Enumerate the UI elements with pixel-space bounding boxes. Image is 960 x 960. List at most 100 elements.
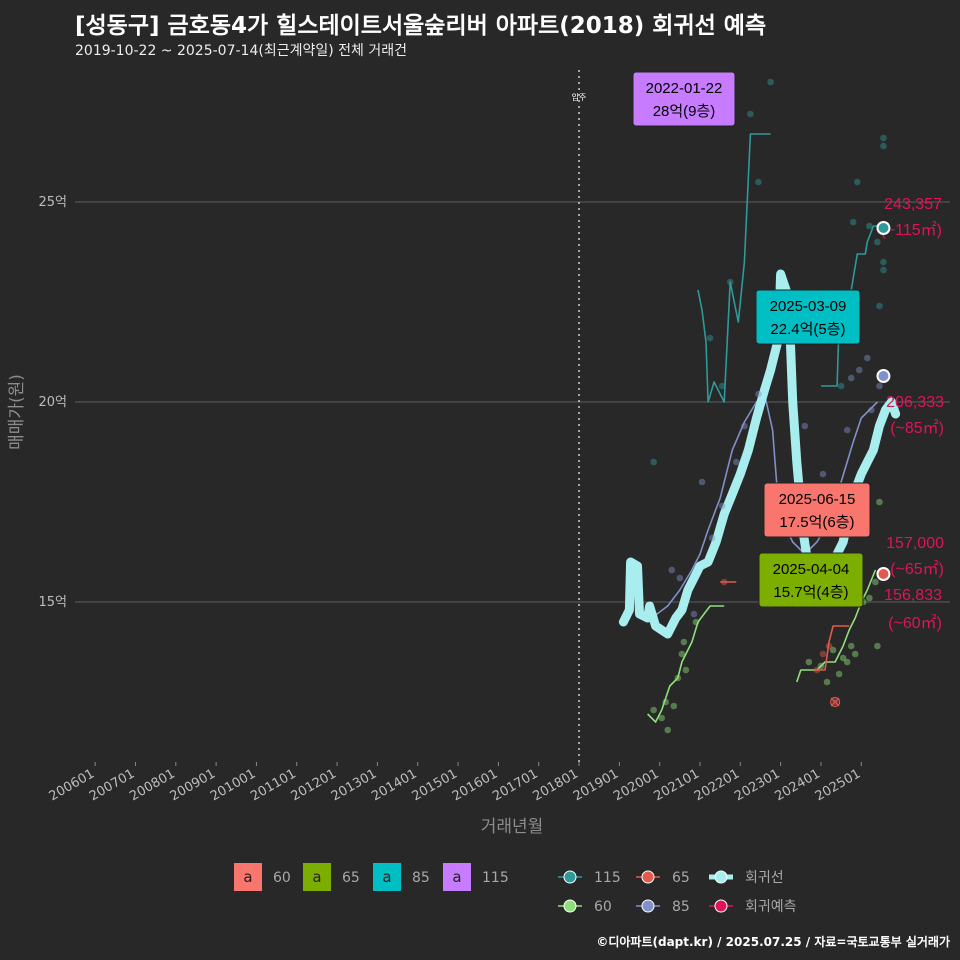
annotation-bg <box>632 71 736 127</box>
prediction-area: (~115㎡) <box>880 221 942 239</box>
transaction-point <box>880 142 887 150</box>
source-credit: ©디아파트(dapt.kr) / 2025.07.25 / 자료=국토교통부 실… <box>596 935 950 949</box>
transaction-point <box>817 662 825 670</box>
prediction-point <box>876 567 891 581</box>
transaction-point <box>718 502 726 510</box>
transaction-point <box>835 670 843 678</box>
transaction-point <box>847 642 855 650</box>
transaction-point <box>732 458 740 466</box>
transaction-point <box>847 374 855 382</box>
transaction-point <box>866 594 873 602</box>
transaction-point <box>805 658 813 666</box>
legend-area-label: 115 <box>482 870 509 886</box>
annotation-box-60: 2025-06-15 17.5억(6층) <box>763 482 871 538</box>
x-tick-label: 201101 <box>248 766 298 804</box>
annotation-box-115: 2022-01-22 28억(9층) <box>632 71 736 127</box>
transaction-point <box>720 578 728 586</box>
legend-marker <box>641 870 655 884</box>
transaction-point <box>698 478 706 486</box>
transaction-point <box>813 666 821 674</box>
transaction-point <box>726 278 734 286</box>
transaction-point <box>839 654 847 662</box>
prediction-value: 206,333 <box>886 394 944 411</box>
annotation-box-85: 2025-03-09 22.4억(5층) <box>755 289 861 345</box>
prediction-area: (~60㎡) <box>888 614 942 632</box>
x-tick-label: 201601 <box>450 766 500 804</box>
transaction-point <box>880 134 887 142</box>
x-tick-label: 201201 <box>289 766 339 804</box>
transaction-point <box>872 578 879 586</box>
legend-marker <box>563 899 577 913</box>
transaction-point <box>692 618 700 626</box>
legend-swatch-key: a <box>382 868 391 886</box>
x-tick-label: 200701 <box>87 766 137 804</box>
series-line-115 <box>697 133 771 403</box>
prediction-area: (~85㎡) <box>890 419 944 437</box>
legend-area-label: 65 <box>342 870 360 886</box>
x-tick-label: 201001 <box>208 766 258 804</box>
legend-swatch-85 <box>373 863 401 891</box>
transaction-point <box>676 574 684 582</box>
legend-line-label: 60 <box>594 899 612 915</box>
legend-marker <box>641 899 655 913</box>
annotation-date: 2025-04-04 <box>773 561 850 578</box>
legend-swatch-key: a <box>243 868 252 886</box>
transaction-point <box>864 354 871 362</box>
legend-swatch-key: a <box>312 868 321 886</box>
transaction-point <box>866 222 873 230</box>
transaction-point <box>874 642 881 650</box>
move-in-label: 입주 <box>572 93 587 102</box>
transaction-point <box>674 674 682 682</box>
legend-line-label: 회귀선 <box>745 870 784 886</box>
legend-marker <box>714 870 728 884</box>
annotation-price: 22.4억(5층) <box>770 321 845 338</box>
transaction-point <box>747 110 754 118</box>
transaction-point <box>741 422 748 430</box>
x-tick-label: 201501 <box>410 766 460 804</box>
x-tick-label: 200601 <box>47 766 97 804</box>
x-tick-label: 201801 <box>531 766 581 804</box>
transaction-point <box>680 638 688 646</box>
transaction-point <box>682 666 690 674</box>
transaction-point <box>876 498 883 506</box>
x-tick-label: 202501 <box>813 766 863 804</box>
transaction-point <box>880 266 887 274</box>
annotation-date: 2025-06-15 <box>779 491 856 508</box>
annotation-date: 2022-01-22 <box>646 80 723 97</box>
transaction-point <box>650 458 657 466</box>
transaction-point <box>868 406 875 414</box>
annotation-bg <box>763 482 871 538</box>
y-tick-label: 15억 <box>38 595 67 610</box>
prediction-area: (~65㎡) <box>890 560 944 578</box>
prediction-value: 157,000 <box>886 535 944 552</box>
legend-swatch-60 <box>234 863 262 891</box>
prediction-value: 243,357 <box>884 196 942 213</box>
cancelled-mark <box>829 696 841 708</box>
transaction-point <box>755 178 762 186</box>
transaction-point <box>706 334 714 342</box>
legend-marker <box>563 870 577 884</box>
legend-swatch-115 <box>443 863 471 891</box>
x-tick-label: 201301 <box>329 766 379 804</box>
legend-area-label: 60 <box>273 870 291 886</box>
transaction-point <box>829 646 837 654</box>
transaction-point <box>718 382 726 390</box>
transaction-point <box>823 678 831 686</box>
legend-line-label: 65 <box>672 870 690 886</box>
annotation-bg <box>758 552 864 608</box>
x-tick-label: 202201 <box>692 766 742 804</box>
annotation-price: 15.7억(4층) <box>773 584 848 601</box>
series-line-85 <box>651 393 878 619</box>
x-tick-label: 201401 <box>369 766 419 804</box>
x-tick-label: 201701 <box>490 766 540 804</box>
y-axis-title: 매매가(원) <box>7 374 27 450</box>
transaction-point <box>880 258 887 266</box>
transaction-point <box>755 390 762 398</box>
x-axis-title: 거래년월 <box>481 817 544 837</box>
transaction-point <box>855 366 863 374</box>
chart-subtitle: 2019-10-22 ~ 2025-07-14(최근계약일) 전체 거래건 <box>75 43 407 59</box>
annotation-price: 28억(9층) <box>653 103 716 120</box>
x-tick-label: 202001 <box>611 766 661 804</box>
series-line-60 <box>647 605 725 723</box>
